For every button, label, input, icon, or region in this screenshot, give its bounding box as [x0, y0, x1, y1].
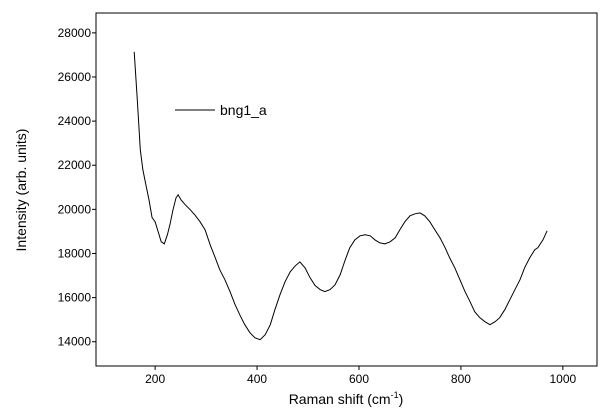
legend-label: bng1_a	[220, 102, 267, 118]
x-tick-label: 800	[451, 372, 471, 386]
y-tick-label: 22000	[58, 158, 92, 172]
x-tick-label: 1000	[550, 372, 577, 386]
y-tick-label: 20000	[58, 202, 92, 216]
spectrum-line	[133, 51, 548, 341]
y-tick-label: 24000	[58, 114, 92, 128]
y-tick-label: 16000	[58, 291, 92, 305]
plot-frame	[95, 12, 598, 367]
y-tick-label: 14000	[58, 335, 92, 349]
y-tick-label: 28000	[58, 26, 92, 40]
x-label-end: )	[399, 391, 404, 407]
x-label-text: Raman shift (cm	[289, 391, 391, 407]
x-tick-label: 600	[349, 372, 369, 386]
x-tick-label: 400	[247, 372, 267, 386]
x-label-sup: -1	[391, 390, 399, 400]
y-tick-label: 26000	[58, 70, 92, 84]
x-axis-label: Raman shift (cm-1)	[289, 390, 404, 407]
x-tick-label: 200	[145, 372, 165, 386]
y-tick-label: 18000	[58, 246, 92, 260]
y-axis-label: Intensity (arb. units)	[13, 129, 29, 252]
